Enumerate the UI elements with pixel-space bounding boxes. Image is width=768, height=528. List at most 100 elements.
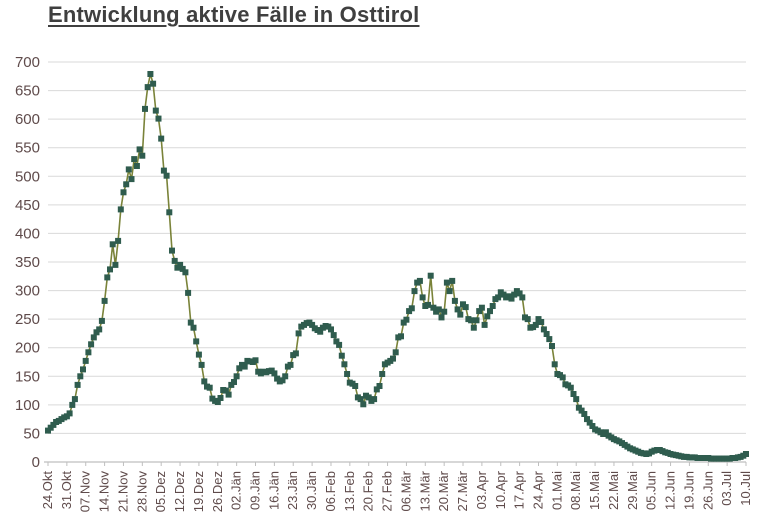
data-point-marker — [185, 289, 192, 296]
y-tick-label: 200 — [15, 340, 40, 357]
data-point-marker — [182, 269, 189, 276]
data-point-marker — [295, 330, 302, 337]
data-point-marker — [551, 361, 558, 368]
data-point-marker — [589, 423, 596, 429]
data-point-marker — [233, 373, 240, 380]
data-point-marker — [403, 316, 410, 323]
data-point-marker — [109, 241, 116, 248]
data-point-marker — [107, 266, 113, 273]
data-point-marker — [419, 294, 426, 301]
data-point-marker — [139, 152, 146, 159]
y-tick-label: 50 — [23, 425, 40, 442]
data-point-marker — [117, 206, 124, 213]
data-point-marker — [371, 396, 378, 403]
x-tick-label: 10.Jul — [738, 471, 753, 506]
x-tick-label: 17.Apr — [512, 470, 527, 509]
data-point-marker — [532, 321, 539, 328]
data-point-marker — [236, 365, 243, 372]
x-tick-label: 20.Feb — [361, 471, 376, 511]
x-tick-label: 12.Dez — [172, 471, 187, 512]
data-point-marker — [123, 181, 130, 188]
y-tick-label: 0 — [32, 454, 40, 471]
data-point-marker — [160, 167, 167, 174]
data-point-marker — [177, 261, 184, 268]
data-point-marker — [484, 313, 491, 320]
data-point-marker — [357, 396, 364, 403]
y-tick-label: 450 — [15, 197, 40, 214]
data-point-marker — [241, 363, 248, 370]
data-point-marker — [166, 209, 173, 216]
data-point-marker — [540, 326, 547, 333]
data-point-marker — [481, 321, 488, 328]
data-point-marker — [416, 277, 423, 284]
x-tick-label: 24.Apr — [530, 470, 545, 509]
data-point-marker — [390, 355, 396, 362]
x-tick-label: 30.Jän — [304, 471, 319, 510]
data-point-marker — [584, 416, 590, 423]
data-point-marker — [602, 429, 609, 436]
data-point-marker — [171, 257, 178, 264]
data-point-marker — [128, 176, 135, 183]
data-point-marker — [543, 331, 550, 337]
y-tick-label: 400 — [15, 225, 40, 242]
data-point-marker — [508, 295, 515, 302]
y-tick-label: 300 — [15, 283, 40, 300]
data-point-marker — [193, 338, 200, 345]
data-point-marker — [516, 290, 523, 297]
y-tick-label: 150 — [15, 368, 40, 385]
series-line — [47, 73, 747, 460]
data-point-marker — [454, 306, 461, 313]
x-tick-label: 03.Apr — [474, 470, 489, 509]
x-tick-label: 09.Jän — [248, 471, 263, 510]
data-point-marker — [125, 166, 132, 173]
data-point-marker — [360, 401, 367, 408]
x-tick-label: 15.Mai — [587, 471, 602, 510]
chart-title: Entwicklung aktive Fälle in Osttirol — [48, 2, 420, 27]
x-tick-label: 12.Jun — [663, 471, 678, 510]
x-tick-label: 14.Nov — [97, 471, 112, 513]
data-point-marker — [158, 135, 165, 142]
x-tick-label: 16.Jän — [266, 471, 281, 510]
x-tick-label: 05.Dez — [153, 471, 168, 512]
data-point-marker — [570, 391, 577, 397]
data-point-marker — [341, 361, 348, 368]
data-point-marker — [169, 247, 175, 254]
data-point-marker — [104, 274, 111, 281]
data-point-marker — [101, 297, 108, 304]
data-point-marker — [373, 386, 380, 393]
data-point-marker — [187, 319, 194, 326]
data-point-marker — [85, 349, 92, 356]
x-tick-label: 26.Jun — [700, 471, 715, 510]
data-point-marker — [392, 349, 399, 356]
data-point-marker — [112, 261, 119, 268]
x-tick-label: 27.Feb — [380, 471, 395, 511]
data-point-marker — [77, 373, 84, 380]
data-point-marker — [271, 370, 278, 377]
data-point-marker — [538, 319, 545, 325]
data-point-marker — [152, 107, 159, 114]
x-tick-label: 01.Mai — [549, 471, 564, 510]
data-point-marker — [441, 308, 448, 315]
data-point-marker — [147, 71, 154, 77]
data-point-marker — [282, 373, 289, 380]
y-tick-label: 550 — [15, 140, 40, 157]
x-tick-label: 28.Nov — [134, 471, 149, 513]
data-point-marker — [287, 361, 294, 368]
data-point-marker — [449, 277, 456, 284]
x-tick-label: 31.Okt — [59, 471, 74, 510]
data-point-marker — [573, 396, 580, 403]
data-point-marker — [581, 411, 588, 417]
data-point-marker — [206, 384, 213, 391]
data-point-marker — [578, 407, 585, 414]
data-point-marker — [330, 332, 337, 339]
data-point-marker — [231, 379, 237, 385]
data-point-marker — [408, 305, 415, 312]
x-tick-label: 29.Mai — [625, 471, 640, 510]
data-point-marker — [279, 377, 286, 384]
data-point-marker — [365, 394, 372, 401]
data-point-marker — [252, 357, 259, 364]
y-tick-label: 250 — [15, 311, 40, 328]
data-point-marker — [457, 311, 464, 318]
